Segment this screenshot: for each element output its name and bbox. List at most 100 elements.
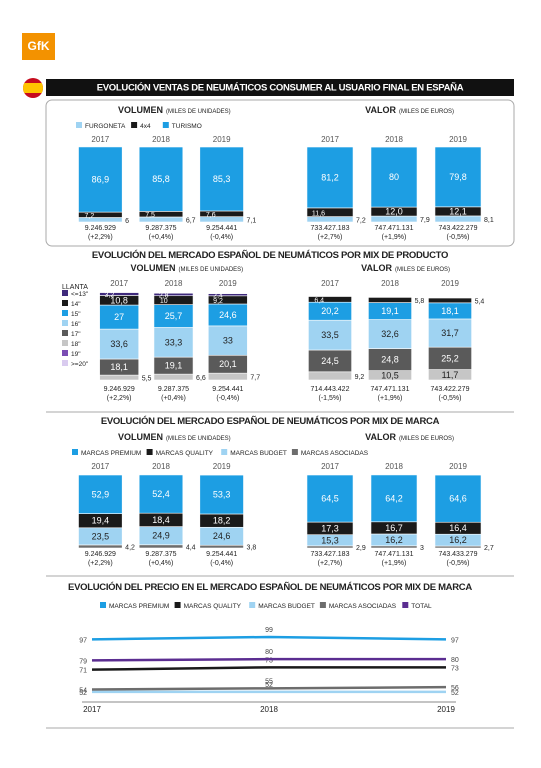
bar-segment — [370, 215, 418, 223]
value-label: 27 — [114, 312, 124, 322]
year-label: 2017 — [321, 462, 339, 471]
change-label: (+1,9%) — [382, 560, 407, 567]
legend-swatch — [72, 449, 78, 455]
value-label: 5,4 — [475, 298, 485, 305]
legend-swatch — [62, 330, 68, 336]
change-label: (+0,4%) — [149, 560, 174, 567]
bar-segment — [428, 318, 472, 348]
value-label: 73 — [451, 665, 459, 672]
value-label: 64,6 — [449, 494, 467, 504]
chart-subtitle: (MILES DE UNIDADES) — [166, 436, 231, 442]
value-label: 79,8 — [449, 172, 467, 182]
year-label: 2018 — [165, 279, 183, 288]
value-label: 33,5 — [321, 330, 339, 340]
value-label: 7,2 — [356, 217, 366, 224]
value-label: 53,3 — [213, 490, 231, 500]
bar-segment — [153, 373, 194, 381]
year-label: 2018 — [385, 462, 403, 471]
legend-swatch — [62, 350, 68, 356]
value-label: 52,9 — [92, 489, 110, 499]
year-label: 2018 — [385, 135, 403, 144]
value-label: 10,8 — [110, 295, 128, 305]
value-label: 33,3 — [165, 337, 183, 347]
legend-swatch — [291, 449, 298, 455]
value-label: 12,0 — [385, 207, 403, 217]
value-label: 6,4 — [314, 297, 324, 304]
year-label: 2018 — [381, 279, 399, 288]
value-label: 85,8 — [152, 174, 170, 184]
value-label: 6,6 — [196, 375, 206, 382]
line — [91, 657, 446, 662]
line — [91, 635, 447, 641]
legend-label: 16" — [71, 321, 81, 328]
year-label: 2019 — [449, 462, 467, 471]
bar-segment — [308, 319, 352, 351]
change-label: (+0,4%) — [161, 395, 186, 402]
banner-bar — [46, 79, 514, 96]
value-label: 15,3 — [321, 535, 339, 545]
value-label: 3 — [420, 545, 424, 552]
bar-segment — [370, 146, 418, 208]
bar-segment — [306, 545, 354, 549]
value-label: 19,1 — [381, 306, 399, 316]
value-label: 2,7 — [484, 545, 494, 552]
bar-segment — [78, 474, 123, 514]
bar-segment — [306, 216, 354, 223]
legend-label: TOTAL — [411, 603, 432, 610]
value-label: 23,5 — [92, 531, 110, 541]
year-label: 2017 — [110, 279, 128, 288]
total-label: 714.443.422 — [311, 386, 350, 393]
bar-segment — [207, 372, 248, 381]
value-label: 20,1 — [219, 359, 237, 369]
value-label: 64,2 — [385, 493, 403, 503]
bar-segment — [428, 297, 472, 304]
bar-segment — [99, 292, 140, 296]
value-label: 81,2 — [321, 172, 339, 182]
change-label: (+1,9%) — [382, 234, 407, 241]
section-title: EVOLUCIÓN DEL PRECIO EN EL MERCADO ESPAÑ… — [68, 581, 472, 593]
bar-segment — [370, 545, 418, 549]
bar-segment — [368, 297, 412, 303]
total-label: 747.471.131 — [375, 551, 414, 558]
change-label: (+2,7%) — [318, 234, 343, 241]
legend-swatch — [100, 602, 106, 608]
value-label: 33,6 — [110, 339, 128, 349]
value-label: 52 — [451, 690, 459, 697]
value-label: 16,4 — [449, 523, 467, 533]
year-label: 2019 — [213, 135, 231, 144]
value-label: 9,2 — [355, 374, 365, 381]
bar-segment — [207, 325, 248, 356]
change-label: (+2,2%) — [107, 395, 132, 402]
line — [91, 685, 447, 691]
value-label: 19,4 — [92, 516, 110, 526]
value-label: 18,2 — [213, 516, 231, 526]
change-label: (-0,4%) — [216, 395, 239, 402]
legend-label: MARCAS PREMIUM — [81, 450, 141, 457]
bar-segment — [99, 304, 140, 330]
year-label: 2019 — [441, 279, 459, 288]
bar-segment — [138, 146, 184, 212]
value-label: 10,5 — [381, 370, 399, 380]
year-label: 2018 — [152, 462, 170, 471]
total-label: 9.254.441 — [212, 386, 243, 393]
value-label: 2,8 — [159, 292, 169, 299]
value-label: 80 — [265, 649, 273, 656]
legend-label: MARCAS BUDGET — [230, 450, 287, 457]
change-label: (+1,9%) — [378, 395, 403, 402]
value-label: 99 — [265, 627, 273, 634]
change-label: (+0,4%) — [149, 234, 174, 241]
year-label: 2017 — [321, 135, 339, 144]
bar-segment — [370, 474, 418, 523]
value-label: 16,2 — [385, 535, 403, 545]
value-label: 18,4 — [152, 515, 170, 525]
year-label: 2017 — [321, 279, 339, 288]
value-label: 2,4 — [213, 293, 223, 300]
bar-segment — [434, 146, 482, 208]
x-tick-label: 2017 — [83, 705, 101, 714]
value-label: 86,9 — [92, 175, 110, 185]
value-label: 97 — [79, 637, 87, 644]
total-label: 9.287.375 — [145, 225, 176, 232]
logo: GfK — [28, 39, 50, 53]
line — [91, 666, 446, 671]
value-label: 16,7 — [385, 523, 403, 533]
